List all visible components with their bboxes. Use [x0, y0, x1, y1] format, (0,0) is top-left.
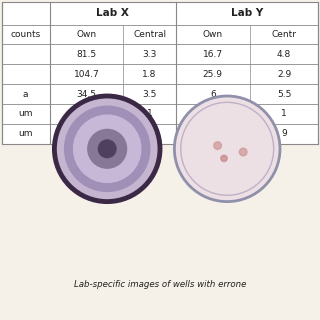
Circle shape	[214, 142, 221, 149]
Text: 104.7: 104.7	[74, 70, 99, 79]
Text: 4.8: 4.8	[277, 50, 291, 59]
Text: Central: Central	[133, 30, 166, 39]
Text: Own: Own	[76, 30, 96, 39]
Text: 5.5: 5.5	[277, 90, 291, 99]
Circle shape	[98, 139, 117, 158]
Text: um: um	[18, 129, 33, 138]
Text: counts: counts	[11, 30, 41, 39]
Text: 6: 6	[210, 90, 216, 99]
Circle shape	[64, 106, 150, 192]
Text: um: um	[18, 109, 33, 118]
Text: Centr: Centr	[271, 30, 297, 39]
Text: 1.8: 1.8	[142, 70, 157, 79]
Text: Own: Own	[203, 30, 223, 39]
Bar	[2, 2, 318, 144]
Text: 25.9: 25.9	[203, 70, 223, 79]
Text: 81.5: 81.5	[76, 50, 96, 59]
Text: 1: 1	[147, 109, 152, 118]
Text: 3: 3	[210, 109, 216, 118]
Text: 9: 9	[281, 129, 287, 138]
Text: Lab Y: Lab Y	[231, 8, 263, 18]
Circle shape	[87, 129, 127, 169]
Circle shape	[73, 115, 141, 183]
Text: 270: 270	[78, 129, 95, 138]
Circle shape	[174, 96, 280, 202]
Text: 34.5: 34.5	[76, 90, 96, 99]
Text: a: a	[23, 90, 28, 99]
Text: 3: 3	[84, 109, 89, 118]
Text: 3.5: 3.5	[142, 90, 157, 99]
Text: Lab X: Lab X	[96, 8, 129, 18]
Text: 2.9: 2.9	[277, 70, 291, 79]
Circle shape	[54, 96, 160, 202]
Text: 1: 1	[281, 109, 287, 118]
Circle shape	[221, 155, 227, 162]
Text: 6: 6	[147, 129, 152, 138]
Circle shape	[239, 148, 247, 156]
Text: 69: 69	[207, 129, 219, 138]
Text: 3.3: 3.3	[142, 50, 157, 59]
Text: Lab-specific images of wells with errone: Lab-specific images of wells with errone	[74, 280, 246, 289]
Text: 16.7: 16.7	[203, 50, 223, 59]
